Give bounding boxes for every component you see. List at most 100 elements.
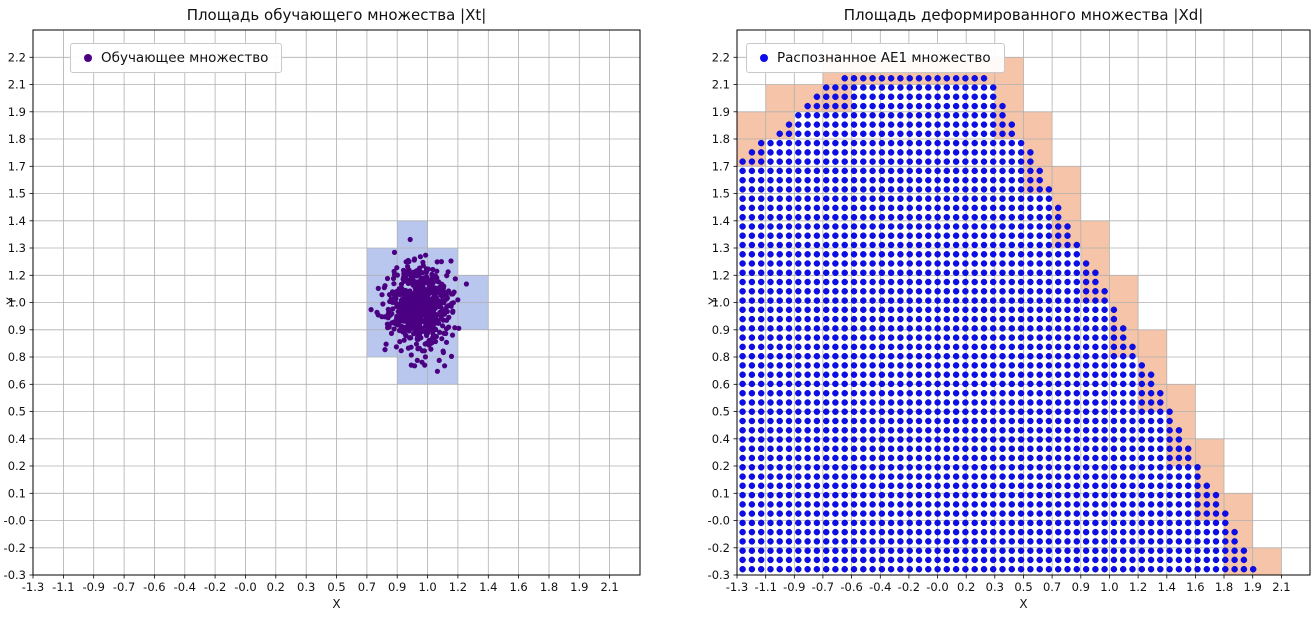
- y-tick-label: -0.2: [708, 541, 730, 555]
- x-tick-label: -1.1: [52, 580, 74, 594]
- y-tick-label: 0.4: [712, 432, 730, 446]
- x-axis-label: X: [1019, 597, 1028, 611]
- y-tick-label: 2.2: [8, 50, 26, 64]
- x-tick-label: -0.7: [113, 580, 135, 594]
- y-tick-label: 1.2: [712, 268, 730, 282]
- legend-box: Обучающее множество: [70, 43, 283, 73]
- y-tick-label: 0.6: [712, 377, 730, 391]
- y-tick-label: 1.7: [8, 159, 26, 173]
- legend-box: Распознанное AE1 множество: [746, 43, 1005, 73]
- legend-marker-icon: [760, 54, 768, 62]
- x-tick-label: -1.3: [726, 580, 748, 594]
- x-tick-label: 0.3: [297, 580, 315, 594]
- x-tick-label: 0.7: [1043, 580, 1061, 594]
- y-tick-label: 0.6: [8, 377, 26, 391]
- y-tick-label: 1.9: [712, 105, 730, 119]
- training-set-chart-panel: -1.3 -1.1 -0.9 -0.7 -0.6 -0.4 -0.2 -0.0 0.2 0.3 0.…: [4, 6, 641, 611]
- deformed-set-chart-panel: -1.3 -1.1 -0.9 -0.7 -0.6 -0.4 -0.2 -0.0 0.2 0.3 0.…: [658, 0, 1316, 626]
- axis-ticks-and-labels: -1.3 -1.1 -0.9 -0.7 -0.6 -0.4 -0.2 -0.0 0.2 0.3 0.…: [4, 50, 619, 594]
- y-tick-label: 1.3: [8, 241, 26, 255]
- x-tick-label: 1.8: [1215, 580, 1233, 594]
- y-tick-label: 0.2: [712, 459, 730, 473]
- y-tick-label: 0.5: [8, 405, 26, 419]
- x-tick-label: 1.4: [1158, 580, 1176, 594]
- x-tick-label: 1.2: [1129, 580, 1147, 594]
- x-tick-label: 1.0: [418, 580, 436, 594]
- x-tick-label: 1.9: [570, 580, 588, 594]
- y-tick-label: 1.8: [712, 132, 730, 146]
- x-tick-label: 0.2: [957, 580, 975, 594]
- y-tick-label: 1.2: [8, 268, 26, 282]
- x-tick-label: 2.1: [1272, 580, 1290, 594]
- legend-label: Обучающее множество: [101, 50, 269, 66]
- x-tick-label: 1.6: [509, 580, 527, 594]
- grid-lines: [33, 30, 640, 575]
- y-tick-label: 0.5: [712, 405, 730, 419]
- y-tick-label: 0.2: [8, 459, 26, 473]
- x-tick-label: -1.1: [754, 580, 776, 594]
- y-tick-label: -0.2: [4, 541, 26, 555]
- y-tick-label: 0.8: [712, 350, 730, 364]
- x-tick-label: -0.2: [204, 580, 226, 594]
- x-tick-label: 1.2: [449, 580, 467, 594]
- y-tick-label: 2.1: [712, 78, 730, 92]
- x-tick-label: 0.9: [1072, 580, 1090, 594]
- y-tick-label: 1.8: [8, 132, 26, 146]
- x-tick-label: -0.4: [174, 580, 196, 594]
- chart-title: Площадь обучающего множества |Xt|: [186, 6, 487, 24]
- y-tick-label: -0.0: [4, 514, 26, 528]
- plot-frame: [32, 29, 641, 576]
- x-tick-label: 1.8: [540, 580, 558, 594]
- y-tick-label: 1.0: [8, 296, 26, 310]
- y-tick-label: 1.7: [712, 159, 730, 173]
- y-tick-label: 1.4: [8, 214, 26, 228]
- y-tick-label: 1.0: [712, 296, 730, 310]
- x-tick-label: 0.5: [327, 580, 345, 594]
- x-tick-label: 0.9: [388, 580, 406, 594]
- x-tick-label: 0.5: [1014, 580, 1032, 594]
- y-tick-label: 1.9: [8, 105, 26, 119]
- y-tick-label: -0.3: [708, 568, 730, 582]
- x-tick-label: -0.9: [783, 580, 805, 594]
- x-tick-label: -0.0: [926, 580, 948, 594]
- deformed-set-plot-canvas: -1.3 -1.1 -0.9 -0.7 -0.6 -0.4 -0.2 -0.0 0.2 0.3 0.…: [708, 29, 1311, 594]
- y-tick-label: 1.4: [712, 214, 730, 228]
- y-tick-label: 2.2: [712, 50, 730, 64]
- y-axis-label: Y: [4, 297, 19, 305]
- x-tick-label: 1.6: [1186, 580, 1204, 594]
- x-tick-label: 1.4: [479, 580, 497, 594]
- y-tick-label: 0.4: [8, 432, 26, 446]
- y-tick-label: 0.8: [8, 350, 26, 364]
- x-tick-label: -0.0: [234, 580, 256, 594]
- x-tick-label: -0.2: [898, 580, 920, 594]
- y-tick-label: -0.3: [4, 568, 26, 582]
- y-tick-label: 0.9: [712, 323, 730, 337]
- x-tick-label: 1.0: [1100, 580, 1118, 594]
- x-tick-label: -0.4: [869, 580, 891, 594]
- x-axis-label: X: [332, 597, 341, 611]
- training-set-plot-canvas: -1.3 -1.1 -0.9 -0.7 -0.6 -0.4 -0.2 -0.0 0.2 0.3 0.…: [4, 29, 641, 594]
- x-tick-label: -0.7: [812, 580, 834, 594]
- x-tick-label: 0.3: [986, 580, 1004, 594]
- legend-marker-icon: [84, 54, 92, 62]
- x-tick-label: 0.2: [267, 580, 285, 594]
- recognized-set-points: [739, 75, 1257, 573]
- y-tick-label: 1.5: [712, 187, 730, 201]
- y-tick-label: 0.9: [8, 323, 26, 337]
- training-set-points: [368, 236, 469, 374]
- legend-label: Распознанное AE1 множество: [777, 50, 991, 66]
- y-tick-label: 0.1: [8, 486, 26, 500]
- axis-ticks-and-labels: -1.3 -1.1 -0.9 -0.7 -0.6 -0.4 -0.2 -0.0 0.2 0.3 0.…: [708, 50, 1291, 594]
- y-tick-label: 2.1: [8, 78, 26, 92]
- x-tick-label: 2.1: [600, 580, 618, 594]
- x-tick-label: -0.6: [840, 580, 862, 594]
- y-tick-label: -0.0: [708, 514, 730, 528]
- x-tick-label: 1.9: [1244, 580, 1262, 594]
- x-tick-label: -1.3: [22, 580, 44, 594]
- x-tick-label: 0.7: [358, 580, 376, 594]
- x-tick-label: -0.9: [82, 580, 104, 594]
- y-tick-label: 1.3: [712, 241, 730, 255]
- y-tick-label: 0.1: [712, 486, 730, 500]
- chart-title: Площадь деформированного множества |Xd|: [843, 6, 1204, 24]
- y-axis-label: Y: [706, 297, 721, 305]
